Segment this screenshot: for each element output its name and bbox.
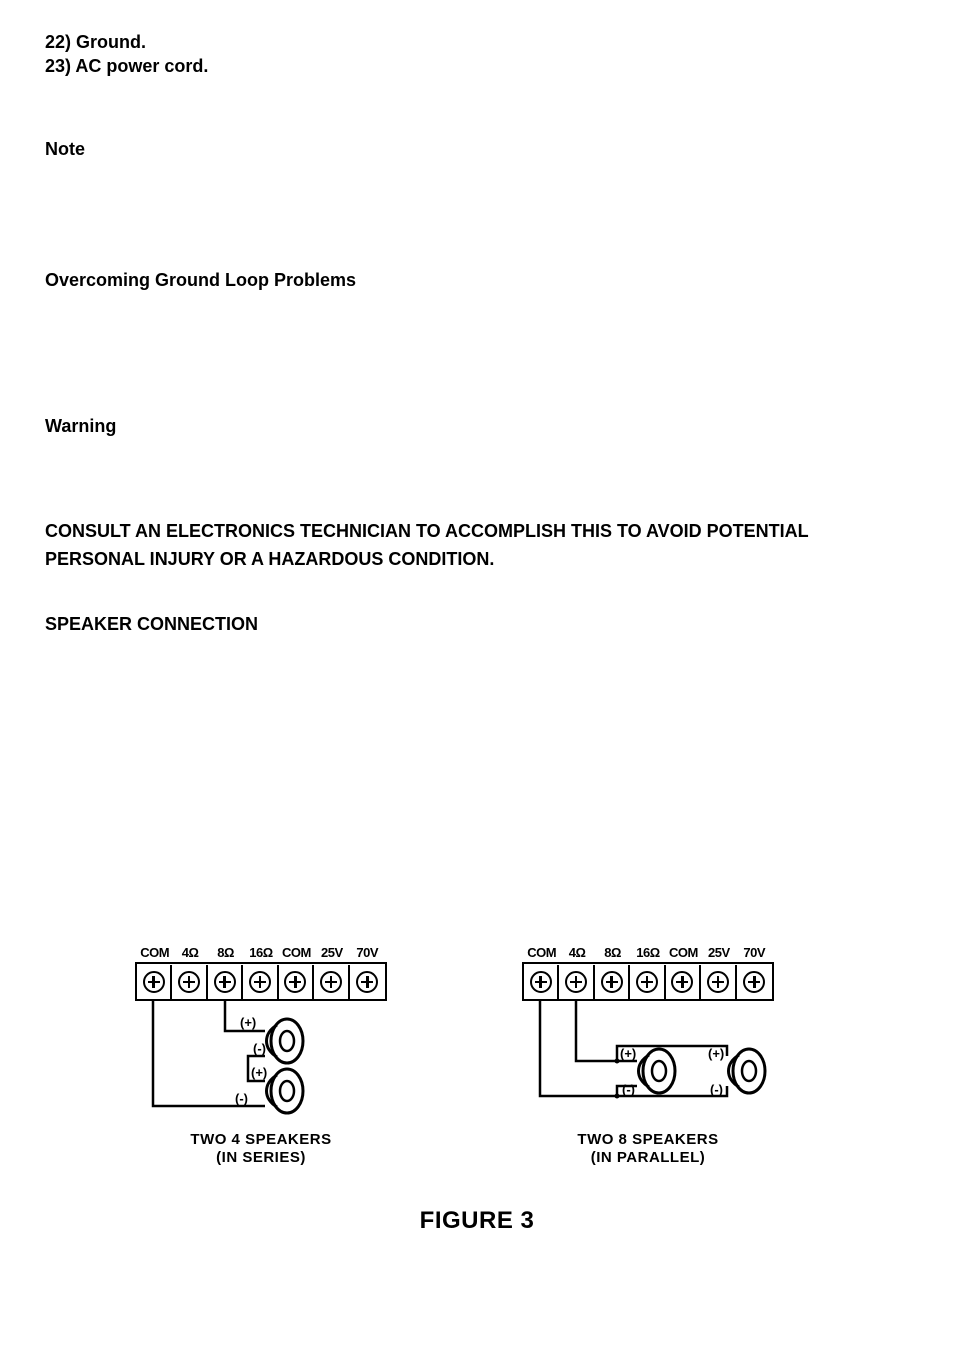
heading-note: Note — [45, 139, 909, 160]
warning-paragraph: CONSULT AN ELECTRONICS TECHNICIAN TO ACC… — [45, 517, 909, 575]
terminal-2r — [559, 965, 594, 999]
screw-icon — [249, 971, 271, 993]
label-25v-r: 25V — [701, 945, 736, 960]
terminal-3r — [595, 965, 630, 999]
polarity-plus-b: (+) — [708, 1046, 724, 1061]
figure-row: COM 4Ω 8Ω 16Ω COM 25V 70V — [45, 945, 909, 1167]
label-com-1r: COM — [524, 945, 559, 960]
label-16ohm: 16Ω — [243, 945, 278, 960]
screw-icon — [320, 971, 342, 993]
screw-icon — [356, 971, 378, 993]
heading-warning: Warning — [45, 416, 909, 437]
screw-icon — [743, 971, 765, 993]
terminal-1r — [524, 965, 559, 999]
wiring-svg-parallel: (+) (-) (+) (-) — [522, 1001, 802, 1131]
diagram-series: COM 4Ω 8Ω 16Ω COM 25V 70V — [135, 945, 387, 1167]
label-com-1: COM — [137, 945, 172, 960]
wiring-svg-series: (+) (-) (+) (-) — [135, 1001, 387, 1131]
label-com-2r: COM — [666, 945, 701, 960]
label-25v: 25V — [314, 945, 349, 960]
screw-icon — [143, 971, 165, 993]
terminal-row — [135, 965, 387, 1001]
polarity-minus-1: (-) — [253, 1041, 266, 1056]
terminal-4r — [630, 965, 665, 999]
wiring-parallel: (+) (-) (+) (-) — [522, 1001, 774, 1131]
label-8ohm-r: 8Ω — [595, 945, 630, 960]
heading-speaker-connection: SPEAKER CONNECTION — [45, 614, 909, 635]
label-16ohm-r: 16Ω — [630, 945, 665, 960]
terminal-6r — [701, 965, 736, 999]
terminal-4 — [243, 965, 278, 999]
polarity-plus-2: (+) — [251, 1065, 267, 1080]
screw-icon — [178, 971, 200, 993]
screw-icon — [565, 971, 587, 993]
figure-label: FIGURE 3 — [45, 1207, 909, 1235]
caption-series-2: (IN SERIES) — [135, 1149, 387, 1167]
terminal-7 — [350, 965, 385, 999]
heading-ground-loop: Overcoming Ground Loop Problems — [45, 270, 909, 291]
page: 22) Ground. 23) AC power cord. Note Over… — [0, 0, 954, 1265]
polarity-minus-b: (-) — [710, 1082, 723, 1097]
caption-parallel: TWO 8 SPEAKERS (IN PARALLEL) — [522, 1131, 774, 1167]
wiring-series: (+) (-) (+) (-) — [135, 1001, 387, 1131]
list-item-23: 23) AC power cord. — [45, 54, 909, 78]
terminal-5r — [666, 965, 701, 999]
label-com-2: COM — [279, 945, 314, 960]
screw-icon — [636, 971, 658, 993]
label-4ohm: 4Ω — [172, 945, 207, 960]
terminal-3 — [208, 965, 243, 999]
terminal-2 — [172, 965, 207, 999]
screw-icon — [284, 971, 306, 993]
screw-icon — [214, 971, 236, 993]
label-70v: 70V — [350, 945, 385, 960]
polarity-minus-2: (-) — [235, 1091, 248, 1106]
label-8ohm: 8Ω — [208, 945, 243, 960]
screw-icon — [671, 971, 693, 993]
diagram-parallel: COM 4Ω 8Ω 16Ω COM 25V 70V — [522, 945, 774, 1167]
caption-series: TWO 4 SPEAKERS (IN SERIES) — [135, 1131, 387, 1167]
polarity-minus-a: (-) — [622, 1082, 635, 1097]
screw-icon — [601, 971, 623, 993]
caption-series-1: TWO 4 SPEAKERS — [135, 1131, 387, 1149]
label-70v-r: 70V — [737, 945, 772, 960]
caption-parallel-2: (IN PARALLEL) — [522, 1149, 774, 1167]
terminal-row — [522, 965, 774, 1001]
terminal-labels-left: COM 4Ω 8Ω 16Ω COM 25V 70V — [135, 945, 387, 960]
screw-icon — [707, 971, 729, 993]
terminal-labels-right: COM 4Ω 8Ω 16Ω COM 25V 70V — [522, 945, 774, 960]
terminal-5 — [279, 965, 314, 999]
terminal-7r — [737, 965, 772, 999]
terminal-1 — [137, 965, 172, 999]
polarity-plus-a: (+) — [620, 1046, 636, 1061]
screw-icon — [530, 971, 552, 993]
label-4ohm-r: 4Ω — [559, 945, 594, 960]
polarity-plus-1: (+) — [240, 1015, 256, 1030]
warning-line-1: CONSULT AN ELECTRONICS TECHNICIAN TO ACC… — [45, 517, 909, 546]
terminal-6 — [314, 965, 349, 999]
caption-parallel-1: TWO 8 SPEAKERS — [522, 1131, 774, 1149]
list-item-22: 22) Ground. — [45, 30, 909, 54]
warning-line-2: PERSONAL INJURY OR A HAZARDOUS CONDITION… — [45, 545, 909, 574]
